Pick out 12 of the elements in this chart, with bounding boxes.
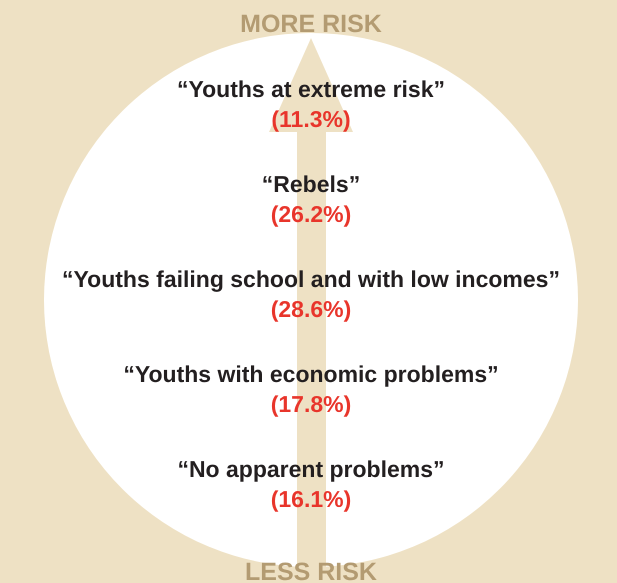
category-label: “Rebels” [262, 171, 360, 197]
data-label: (16.1%) [270, 486, 352, 512]
data-label: (11.3%) [271, 106, 351, 132]
category-label: “Youths with economic problems” [123, 361, 499, 387]
category-label: “Youths failing school and with low incomes” [62, 266, 560, 292]
category-label: “Youths at extreme risk” [176, 76, 446, 102]
text: LESS RISK [245, 558, 377, 583]
data-label: (17.8%) [270, 391, 352, 417]
data-label: (28.6%) [270, 296, 352, 322]
category-label: “No apparent problems” [177, 456, 445, 482]
text: MORE RISK [240, 10, 382, 38]
data-label: (26.2%) [270, 201, 352, 227]
